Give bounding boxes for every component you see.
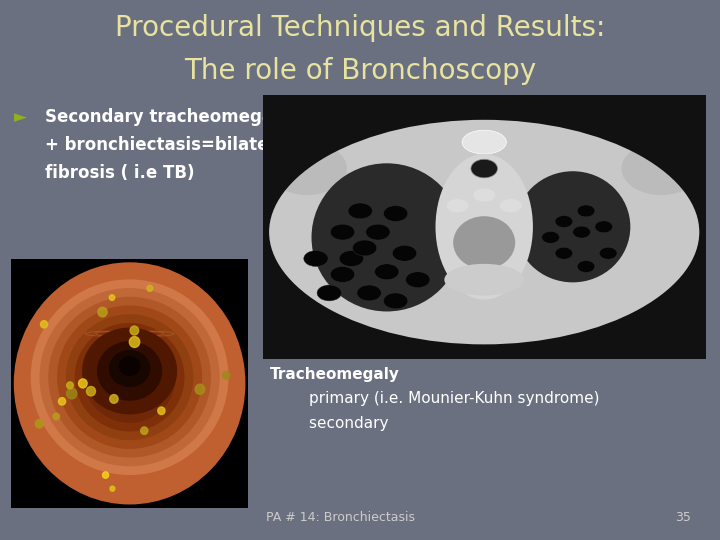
Ellipse shape <box>405 272 430 288</box>
Ellipse shape <box>444 264 524 295</box>
Circle shape <box>446 199 469 212</box>
Circle shape <box>67 382 73 389</box>
Ellipse shape <box>577 205 595 217</box>
Text: The role of Bronchoscopy: The role of Bronchoscopy <box>184 57 536 85</box>
Ellipse shape <box>599 247 617 259</box>
Ellipse shape <box>330 267 355 282</box>
Ellipse shape <box>317 285 341 301</box>
Ellipse shape <box>573 226 590 238</box>
Text: primary (i.e. Mounier-Kuhn syndrome): primary (i.e. Mounier-Kuhn syndrome) <box>270 392 600 407</box>
Circle shape <box>86 387 96 396</box>
Ellipse shape <box>57 306 202 449</box>
Ellipse shape <box>595 221 613 233</box>
Circle shape <box>195 384 204 394</box>
Circle shape <box>109 395 118 403</box>
Ellipse shape <box>119 356 140 376</box>
Ellipse shape <box>621 142 701 195</box>
Ellipse shape <box>267 113 701 351</box>
Ellipse shape <box>384 206 408 221</box>
Ellipse shape <box>436 154 533 300</box>
Ellipse shape <box>374 264 399 280</box>
Text: Procedural Techniques and Results:: Procedural Techniques and Results: <box>114 14 606 42</box>
Circle shape <box>109 295 114 300</box>
Ellipse shape <box>267 142 347 195</box>
Circle shape <box>63 0 374 160</box>
Circle shape <box>130 326 139 335</box>
Ellipse shape <box>109 350 150 387</box>
Circle shape <box>140 427 148 435</box>
Ellipse shape <box>92 340 167 414</box>
Ellipse shape <box>555 215 573 227</box>
Circle shape <box>595 293 720 478</box>
Ellipse shape <box>48 297 211 457</box>
Ellipse shape <box>516 171 630 282</box>
Ellipse shape <box>353 240 377 256</box>
Ellipse shape <box>330 224 355 240</box>
Ellipse shape <box>339 251 364 266</box>
Circle shape <box>58 397 66 405</box>
Circle shape <box>130 336 140 347</box>
Ellipse shape <box>31 279 228 475</box>
Circle shape <box>110 486 115 491</box>
Ellipse shape <box>384 293 408 309</box>
Ellipse shape <box>348 203 372 219</box>
Text: fibrosis ( i.e TB): fibrosis ( i.e TB) <box>45 164 194 182</box>
Ellipse shape <box>14 262 246 504</box>
Ellipse shape <box>312 163 462 312</box>
Text: Secondary tracheomegaly: Secondary tracheomegaly <box>45 108 289 126</box>
Ellipse shape <box>453 216 516 269</box>
Circle shape <box>102 472 109 478</box>
Ellipse shape <box>97 341 162 401</box>
Text: secondary: secondary <box>270 416 389 431</box>
Circle shape <box>473 188 495 201</box>
Ellipse shape <box>541 232 559 244</box>
Ellipse shape <box>462 130 506 154</box>
Ellipse shape <box>84 332 176 423</box>
Ellipse shape <box>40 288 220 467</box>
Text: + bronchiectasis=bilateral: + bronchiectasis=bilateral <box>45 136 293 154</box>
Ellipse shape <box>366 224 390 240</box>
Ellipse shape <box>66 314 194 440</box>
Circle shape <box>66 388 77 399</box>
Circle shape <box>53 413 60 420</box>
Circle shape <box>158 407 165 415</box>
Circle shape <box>98 307 107 317</box>
Text: ►: ► <box>14 108 27 126</box>
Text: Tracheomegaly: Tracheomegaly <box>270 367 400 382</box>
Circle shape <box>222 372 230 379</box>
Ellipse shape <box>471 159 498 178</box>
Ellipse shape <box>577 260 595 273</box>
Text: PA # 14: Bronchiectasis: PA # 14: Bronchiectasis <box>266 511 415 524</box>
Ellipse shape <box>555 247 573 259</box>
Ellipse shape <box>82 327 177 415</box>
Circle shape <box>595 0 720 160</box>
Circle shape <box>40 321 48 328</box>
Circle shape <box>78 379 87 388</box>
Circle shape <box>147 285 153 292</box>
Circle shape <box>63 293 374 478</box>
Text: 35: 35 <box>675 511 691 524</box>
Ellipse shape <box>304 251 328 266</box>
Ellipse shape <box>75 323 184 431</box>
Circle shape <box>35 420 43 428</box>
Ellipse shape <box>392 245 417 261</box>
Ellipse shape <box>357 285 382 301</box>
Circle shape <box>500 199 522 212</box>
